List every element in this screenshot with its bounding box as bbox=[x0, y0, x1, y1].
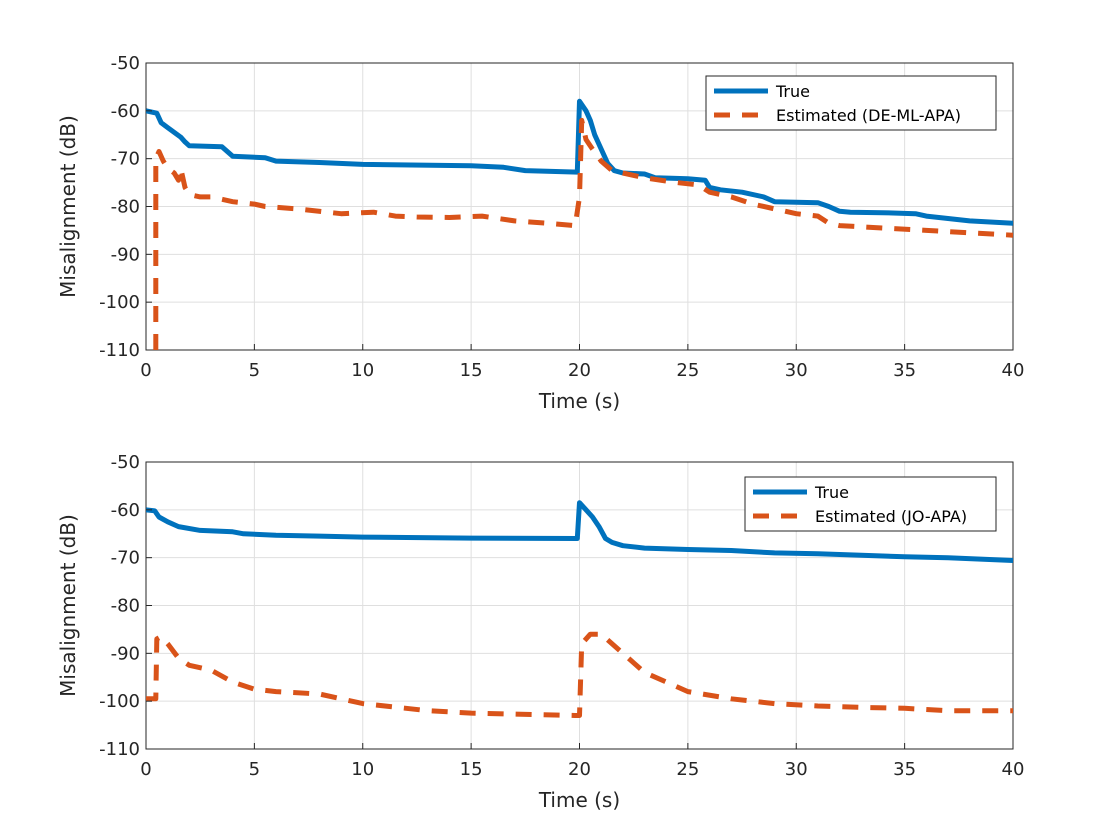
legend-top: True Estimated (DE-ML-APA) bbox=[705, 75, 997, 131]
x-tick-label: 0 bbox=[140, 759, 151, 780]
x-ticks-top: 0 5 10 15 20 25 30 35 40 bbox=[140, 344, 1024, 381]
series-group-top bbox=[146, 98, 1013, 350]
series-line-true-bottom bbox=[146, 500, 1013, 563]
x-tick-label: 20 bbox=[568, 759, 591, 780]
y-tick-label: -100 bbox=[99, 292, 140, 313]
y-ticks-top: -50 -60 -70 -80 -90 -100 -110 bbox=[99, 53, 152, 361]
subplot-top: -50 -60 -70 -80 -90 -100 -110 0 5 10 15 20 25 30 35 40… bbox=[56, 53, 1024, 413]
series-line-estimated-bottom bbox=[146, 631, 1013, 718]
x-axis-label-top: Time (s) bbox=[538, 389, 620, 413]
x-tick-label: 10 bbox=[351, 759, 374, 780]
legend-label-true-bottom: True bbox=[814, 483, 849, 502]
y-tick-label: -110 bbox=[99, 340, 140, 361]
legend-bottom: True Estimated (JO-APA) bbox=[744, 476, 997, 532]
y-tick-label: -80 bbox=[111, 596, 140, 617]
series-group-bottom bbox=[146, 500, 1013, 718]
y-axis-label-bottom: Misalignment (dB) bbox=[56, 514, 80, 697]
y-tick-label: -70 bbox=[111, 149, 140, 170]
y-tick-label: -60 bbox=[111, 101, 140, 122]
x-tick-label: 35 bbox=[893, 360, 916, 381]
x-tick-label: 15 bbox=[460, 759, 483, 780]
y-tick-label: -80 bbox=[111, 197, 140, 218]
x-tick-label: 40 bbox=[1002, 360, 1025, 381]
legend-box-bottom bbox=[744, 476, 997, 532]
y-tick-label: -70 bbox=[111, 548, 140, 569]
y-tick-label: -50 bbox=[111, 53, 140, 74]
legend-label-estimated-bottom: Estimated (JO-APA) bbox=[815, 507, 967, 526]
legend-box-top bbox=[705, 75, 997, 131]
x-tick-label: 25 bbox=[676, 759, 699, 780]
legend-label-estimated-top: Estimated (DE-ML-APA) bbox=[776, 106, 961, 125]
y-tick-label: -90 bbox=[111, 643, 140, 664]
series-line-estimated-top bbox=[153, 117, 1013, 350]
subplot-bottom: -50 -60 -70 -80 -90 -100 -110 0 5 10 15 20 25 30 35 40… bbox=[56, 452, 1024, 812]
x-ticks-bottom: 0 5 10 15 20 25 30 35 40 bbox=[140, 743, 1024, 780]
x-axis-label-bottom: Time (s) bbox=[538, 788, 620, 812]
y-tick-label: -110 bbox=[99, 739, 140, 760]
x-tick-label: 5 bbox=[249, 759, 260, 780]
x-tick-label: 40 bbox=[1002, 759, 1025, 780]
x-tick-label: 0 bbox=[140, 360, 151, 381]
x-tick-label: 10 bbox=[351, 360, 374, 381]
legend-label-true-top: True bbox=[775, 82, 810, 101]
y-tick-label: -90 bbox=[111, 244, 140, 265]
series-line-true-top bbox=[146, 98, 1013, 226]
y-tick-label: -60 bbox=[111, 500, 140, 521]
x-tick-label: 15 bbox=[460, 360, 483, 381]
y-tick-label: -50 bbox=[111, 452, 140, 473]
y-ticks-bottom: -50 -60 -70 -80 -90 -100 -110 bbox=[99, 452, 152, 760]
x-tick-label: 25 bbox=[676, 360, 699, 381]
x-tick-label: 30 bbox=[785, 759, 808, 780]
x-tick-label: 35 bbox=[893, 759, 916, 780]
x-tick-label: 5 bbox=[249, 360, 260, 381]
x-tick-label: 30 bbox=[785, 360, 808, 381]
x-tick-label: 20 bbox=[568, 360, 591, 381]
y-tick-label: -100 bbox=[99, 691, 140, 712]
y-axis-label-top: Misalignment (dB) bbox=[56, 115, 80, 298]
